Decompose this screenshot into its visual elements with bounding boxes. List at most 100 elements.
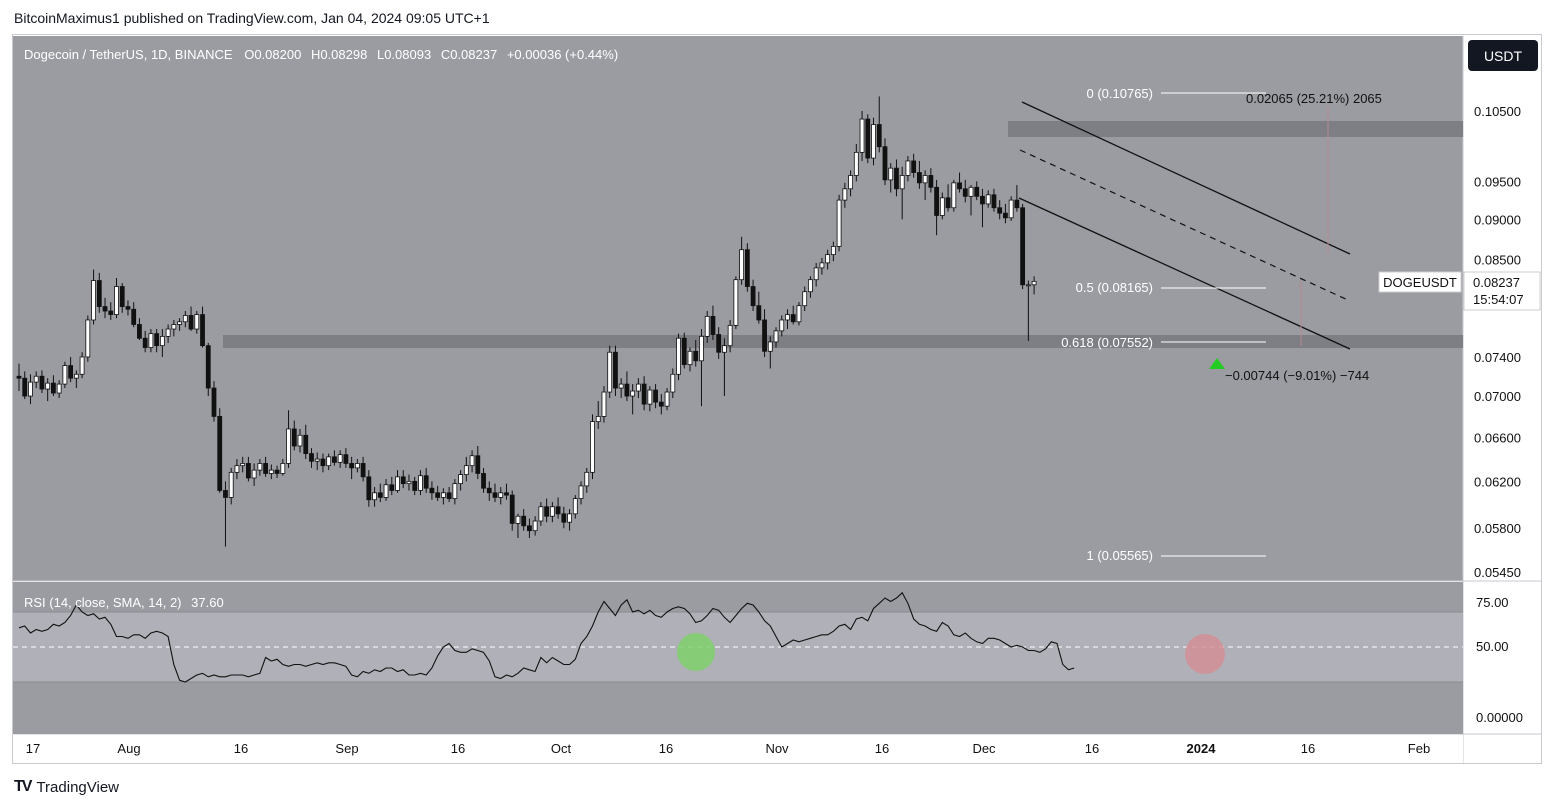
candle-body-up [418,475,423,491]
candle-body-down [894,167,899,190]
candle [360,456,366,482]
currency-button[interactable] [1468,40,1538,71]
candle [234,459,240,480]
candle-body-up [372,492,377,501]
candle-body-down [876,124,882,148]
candle [693,340,699,367]
time-axis-label: 16 [1085,741,1099,756]
time-axis-label: Feb [1408,741,1430,756]
footer-logo[interactable]: TV TradingView [14,778,119,796]
publisher-caption: BitcoinMaximus1 published on TradingView… [14,10,490,26]
candle-body-up [848,175,853,190]
candle [670,368,676,399]
candle-body-down [716,334,722,353]
time-axis-label: 16 [659,741,673,756]
candle-body-down [446,492,452,499]
channel-lower-line[interactable] [1018,197,1351,350]
candle [1008,196,1014,221]
candle-body-up [888,167,894,181]
price-axis-labels: 0.10500 0.09500 0.09000 0.08500 0.07400 0.070… [1474,104,1521,580]
candle [796,302,802,326]
candle-body-up [257,463,263,471]
price-axis[interactable] [1463,36,1541,764]
candle [641,376,647,411]
candle [486,481,492,501]
price-axis-label: 0.09500 [1474,174,1521,189]
time-axis[interactable] [13,735,1463,763]
candle [962,179,968,203]
candle-body-up [618,383,624,389]
candle [68,356,74,383]
candle [750,279,756,312]
chart-canvas[interactable]: 0 (0.10765) 0.5 (0.08165) 0.618 (0.07552… [13,35,1541,764]
price-axis-label: 0.07000 [1474,389,1521,404]
candle-body-down [377,492,383,498]
candle [934,179,939,236]
candle-body-down [291,428,297,447]
candle [217,408,223,493]
candle [722,338,727,397]
time-axis-label: 16 [234,741,248,756]
candle-body-down [137,324,142,339]
candle [137,318,142,341]
time-axis-label: Aug [117,741,140,756]
candle-body-up [813,267,819,281]
candle [372,487,377,507]
candle-body-up [922,175,928,184]
candle-body-down [882,146,888,181]
candle-body-down [245,463,251,479]
price-axis-label: 0.07400 [1474,350,1521,365]
candle [802,286,808,312]
candle [521,509,527,531]
candle-body-up [228,471,234,498]
candle [349,456,355,480]
legend-line: Dogecoin / TetherUS, 1D, BINANCE O0.0820… [24,47,618,62]
candle [865,114,871,164]
candle-body-down [527,525,532,532]
symbol-tag[interactable] [1378,271,1462,293]
currency-button-label: USDT [1484,48,1523,64]
candle-body-down [945,197,951,209]
candle-body-down [974,186,980,197]
candle-body-up [406,480,412,485]
candle-body-down [205,345,211,389]
candle-body-up [148,333,154,348]
candle [538,502,544,526]
candle [613,345,618,397]
candle-body-up [268,469,274,474]
candle-body-up [853,151,859,176]
channel-midline[interactable] [1019,149,1351,302]
candle-body-down [613,351,618,389]
candle [412,476,418,496]
candle-body-up [182,315,188,323]
candle [853,143,859,182]
candle [28,374,33,405]
candle-body-down [681,337,687,366]
candle [85,315,91,362]
candles-group [16,96,1037,547]
candle-body-up [297,434,303,447]
candle-body-down [658,401,664,407]
symbol-tag-label: DOGEUSDT [1383,275,1457,290]
candle [825,249,831,270]
candle [813,262,819,287]
candle [699,329,704,407]
candle [876,96,882,153]
candle [337,450,343,468]
legend-c-label: C [441,47,450,62]
candle [808,276,813,298]
candle [658,394,664,415]
candle [899,166,905,220]
candle [532,516,538,536]
candle [62,361,68,389]
rsi-line[interactable] [18,591,1075,683]
price-tag[interactable] [1463,271,1541,311]
tradingview-logo-icon: TV [14,778,33,795]
candle-body-down [389,484,395,491]
candle [268,464,274,480]
candle [389,476,395,496]
time-axis-label: 16 [875,741,889,756]
candle [509,490,515,531]
candle-body-down [423,475,429,489]
channel-upper-line[interactable] [1021,101,1351,255]
